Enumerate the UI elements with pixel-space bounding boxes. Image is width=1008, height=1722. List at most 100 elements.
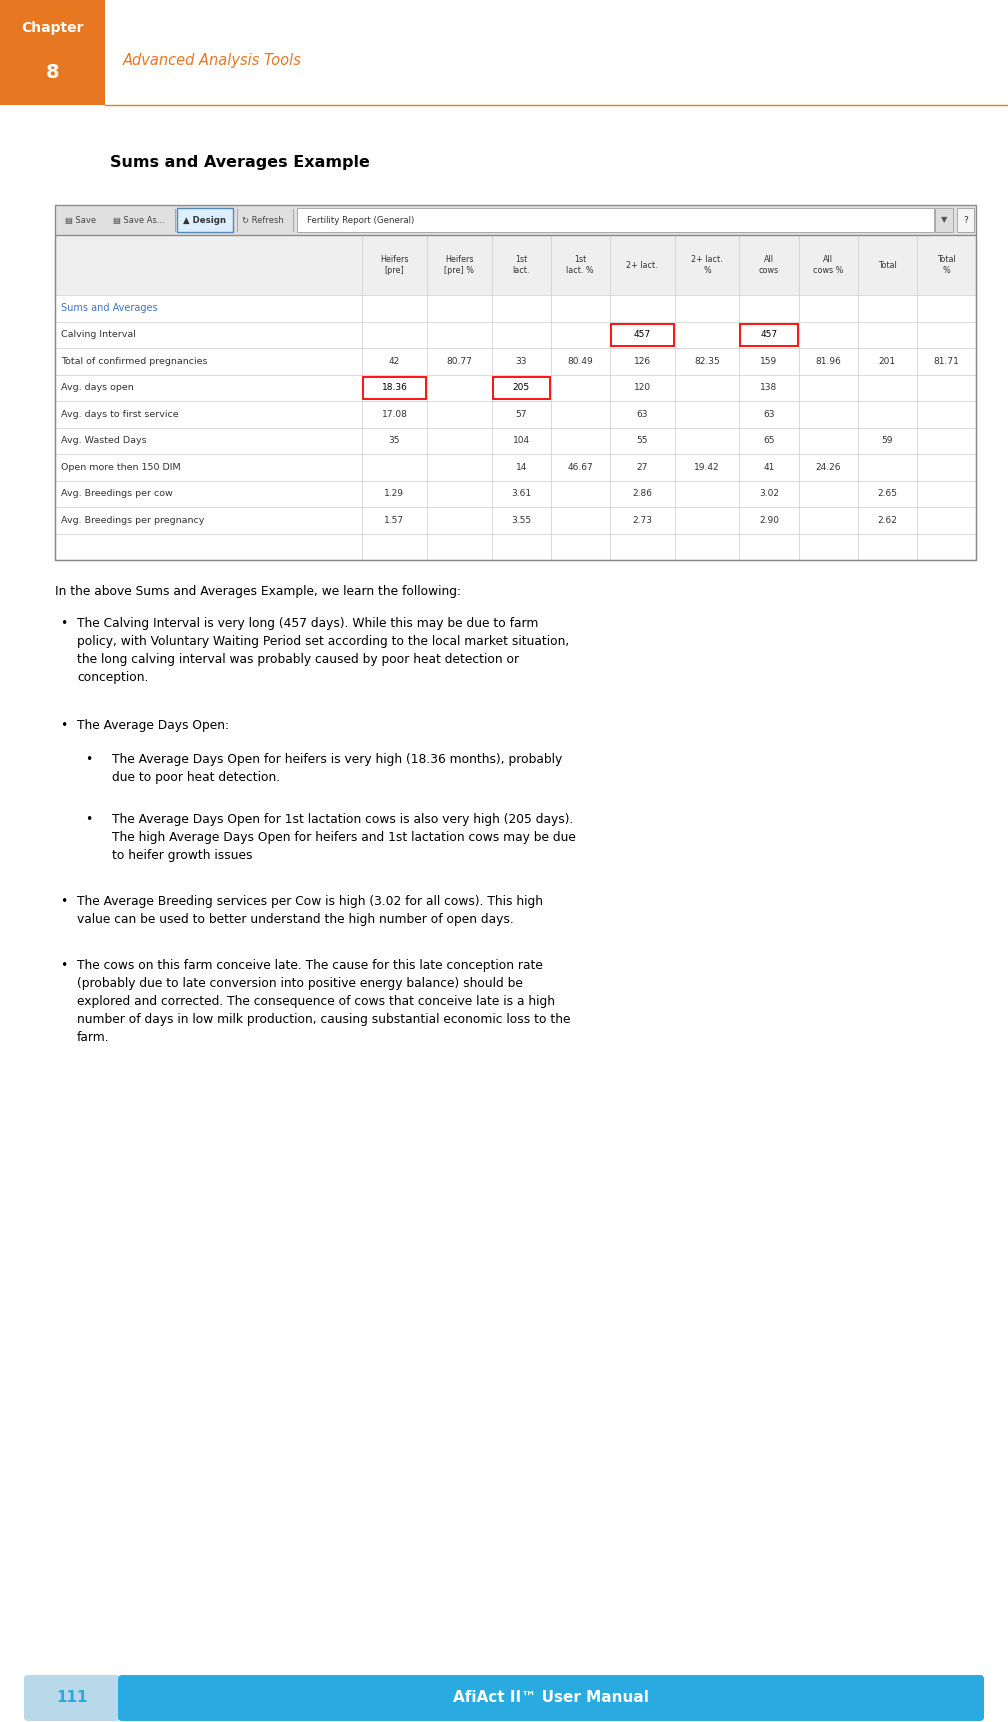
- Text: •: •: [60, 720, 68, 732]
- Text: 2.73: 2.73: [632, 517, 652, 525]
- Text: The Average Days Open for heifers is very high (18.36 months), probably
due to p: The Average Days Open for heifers is ver…: [112, 753, 562, 784]
- Text: In the above Sums and Averages Example, we learn the following:: In the above Sums and Averages Example, …: [55, 585, 461, 598]
- Text: Total of confirmed pregnancies: Total of confirmed pregnancies: [61, 356, 208, 365]
- Bar: [177, 208, 233, 232]
- Text: 42: 42: [389, 356, 400, 365]
- Text: 33: 33: [515, 356, 527, 365]
- Text: 2+ lact.: 2+ lact.: [626, 260, 658, 270]
- Text: 82.35: 82.35: [695, 356, 720, 365]
- Text: 59: 59: [882, 436, 893, 446]
- Bar: [55, 455, 976, 480]
- Text: 65: 65: [763, 436, 775, 446]
- Text: 3.02: 3.02: [759, 489, 779, 498]
- Text: 1st
lact.: 1st lact.: [512, 255, 530, 276]
- Text: Heifers
[pre]: Heifers [pre]: [380, 255, 408, 276]
- Bar: [55, 322, 976, 348]
- Text: ▲ Design: ▲ Design: [183, 215, 227, 224]
- Text: Avg. Breedings per pregnancy: Avg. Breedings per pregnancy: [61, 517, 205, 525]
- Text: 81.96: 81.96: [815, 356, 841, 365]
- Bar: [55, 234, 976, 294]
- Bar: [55, 294, 976, 322]
- Bar: [55, 205, 976, 560]
- Text: 27: 27: [637, 463, 648, 472]
- Text: ↻ Refresh: ↻ Refresh: [242, 215, 283, 224]
- Text: 63: 63: [763, 410, 775, 418]
- Bar: [55, 374, 976, 401]
- Text: ?: ?: [963, 215, 968, 224]
- Text: ▼: ▼: [940, 215, 948, 224]
- Text: The cows on this farm conceive late. The cause for this late conception rate
(pr: The cows on this farm conceive late. The…: [77, 959, 571, 1044]
- Text: Avg. days to first service: Avg. days to first service: [61, 410, 178, 418]
- Bar: [55, 506, 976, 534]
- Text: •: •: [60, 895, 68, 907]
- Bar: [363, 377, 425, 398]
- Bar: [55, 205, 976, 234]
- Bar: [957, 208, 974, 232]
- Text: •: •: [60, 959, 68, 971]
- FancyBboxPatch shape: [24, 1676, 120, 1720]
- Text: 2.65: 2.65: [877, 489, 897, 498]
- Text: •: •: [60, 616, 68, 630]
- Bar: [55, 480, 976, 506]
- Text: Calving Interval: Calving Interval: [61, 331, 136, 339]
- Text: •: •: [85, 753, 93, 766]
- Text: Total
%: Total %: [937, 255, 956, 276]
- Text: 46.67: 46.67: [568, 463, 593, 472]
- Bar: [297, 208, 934, 232]
- Text: 55: 55: [636, 436, 648, 446]
- Text: 2.86: 2.86: [632, 489, 652, 498]
- Text: 2.62: 2.62: [877, 517, 897, 525]
- Text: Chapter: Chapter: [21, 21, 84, 34]
- Text: The Average Breeding services per Cow is high (3.02 for all cows). This high
val: The Average Breeding services per Cow is…: [77, 895, 543, 926]
- Text: Fertility Report (General): Fertility Report (General): [307, 215, 414, 224]
- Text: 41: 41: [763, 463, 775, 472]
- Text: 35: 35: [389, 436, 400, 446]
- Text: 104: 104: [513, 436, 530, 446]
- Bar: [55, 234, 976, 560]
- Bar: [0, 0, 105, 105]
- Text: AfiAct II™ User Manual: AfiAct II™ User Manual: [453, 1691, 649, 1705]
- Bar: [55, 348, 976, 374]
- Bar: [741, 324, 797, 346]
- Text: Sums and Averages: Sums and Averages: [61, 303, 157, 313]
- Text: 14: 14: [515, 463, 527, 472]
- Text: 201: 201: [879, 356, 896, 365]
- Text: 138: 138: [760, 384, 778, 393]
- Text: The Average Days Open for 1st lactation cows is also very high (205 days).
The h: The Average Days Open for 1st lactation …: [112, 813, 576, 863]
- Text: Advanced Analysis Tools: Advanced Analysis Tools: [123, 52, 301, 67]
- Text: 457: 457: [634, 331, 651, 339]
- Text: 19.42: 19.42: [695, 463, 720, 472]
- Text: 24.26: 24.26: [815, 463, 841, 472]
- Bar: [493, 377, 549, 398]
- Text: The Average Days Open:: The Average Days Open:: [77, 720, 229, 732]
- Text: 3.61: 3.61: [511, 489, 531, 498]
- Text: ▤ Save: ▤ Save: [65, 215, 96, 224]
- Bar: [55, 534, 976, 560]
- Text: 80.49: 80.49: [568, 356, 593, 365]
- Text: Avg. Wasted Days: Avg. Wasted Days: [61, 436, 146, 446]
- Text: 8: 8: [45, 62, 59, 81]
- Text: 57: 57: [515, 410, 527, 418]
- Text: 457: 457: [760, 331, 777, 339]
- Text: 120: 120: [634, 384, 651, 393]
- Text: 80.77: 80.77: [447, 356, 472, 365]
- Text: All
cows %: All cows %: [813, 255, 844, 276]
- Text: 1.57: 1.57: [384, 517, 404, 525]
- Text: 205: 205: [513, 384, 530, 393]
- Text: 2+ lact.
%: 2+ lact. %: [691, 255, 723, 276]
- Text: 63: 63: [636, 410, 648, 418]
- Text: 3.55: 3.55: [511, 517, 531, 525]
- Text: Heifers
[pre] %: Heifers [pre] %: [445, 255, 474, 276]
- FancyBboxPatch shape: [118, 1676, 984, 1720]
- Bar: [55, 401, 976, 427]
- Text: The Calving Interval is very long (457 days). While this may be due to farm
poli: The Calving Interval is very long (457 d…: [77, 616, 570, 684]
- Bar: [935, 208, 953, 232]
- Text: 81.71: 81.71: [933, 356, 960, 365]
- Text: 111: 111: [56, 1691, 88, 1705]
- Text: 1st
lact. %: 1st lact. %: [566, 255, 594, 276]
- Text: •: •: [85, 813, 93, 827]
- Text: 17.08: 17.08: [381, 410, 407, 418]
- Bar: [55, 427, 976, 455]
- Text: Avg. days open: Avg. days open: [61, 384, 134, 393]
- Text: 1.29: 1.29: [384, 489, 404, 498]
